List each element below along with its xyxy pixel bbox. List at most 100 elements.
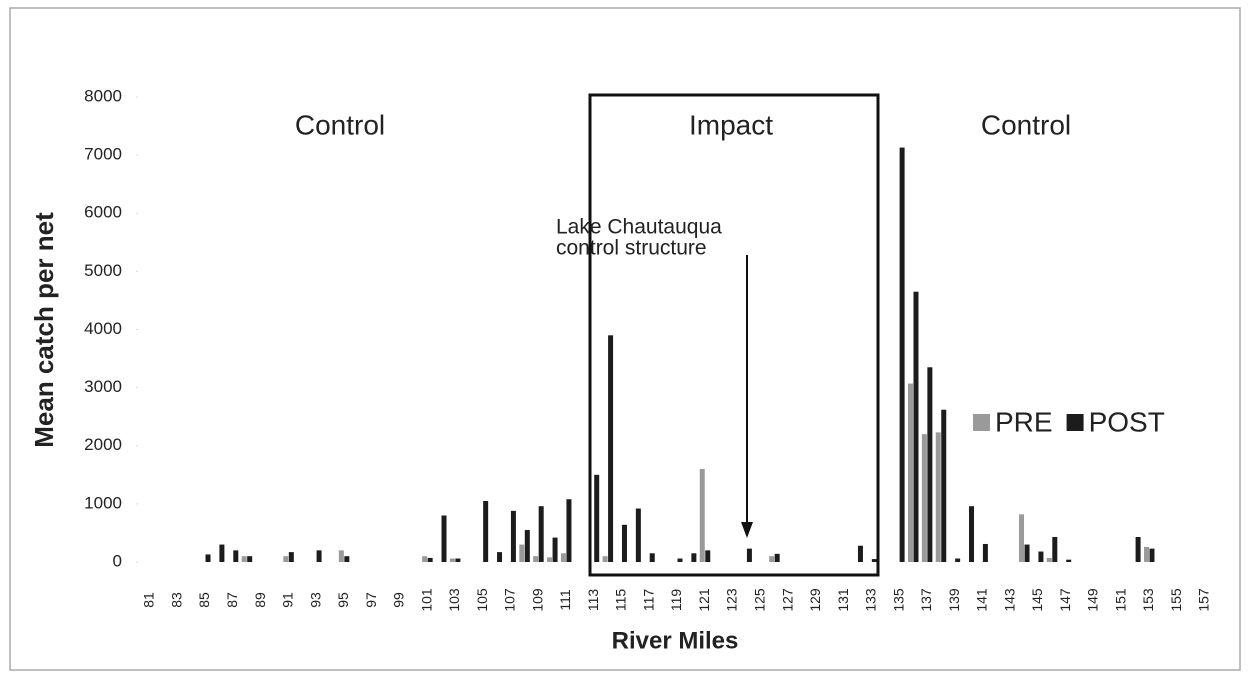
x-tick-label: 127 xyxy=(779,588,795,612)
x-tick-label: 91 xyxy=(280,592,296,608)
bar xyxy=(449,558,455,562)
x-tick-label: 141 xyxy=(974,588,990,612)
bar xyxy=(1135,537,1141,562)
legend-swatch xyxy=(973,414,990,431)
bar xyxy=(538,506,544,562)
bar xyxy=(1149,548,1155,562)
bar xyxy=(1046,557,1052,562)
x-tick-label: 149 xyxy=(1085,588,1101,612)
bar xyxy=(552,537,558,562)
legend-label: PRE xyxy=(995,406,1053,437)
bar xyxy=(219,544,225,562)
bar xyxy=(524,530,530,562)
bar xyxy=(1052,537,1058,562)
x-tick-label: 109 xyxy=(529,588,545,612)
bar xyxy=(441,515,447,562)
bar xyxy=(594,474,600,562)
y-tick-label: 0 xyxy=(113,551,122,570)
x-tick-label: 87 xyxy=(224,592,240,608)
bar xyxy=(205,554,211,562)
bar xyxy=(288,552,294,562)
bar xyxy=(519,544,525,562)
bar xyxy=(927,367,933,562)
legend-label: POST xyxy=(1089,406,1165,437)
bar xyxy=(677,558,683,562)
x-tick-label: 119 xyxy=(668,589,684,612)
bar xyxy=(422,556,428,562)
x-tick-label: 95 xyxy=(335,592,351,608)
x-tick-label: 93 xyxy=(307,592,323,608)
bar xyxy=(982,543,988,562)
x-tick-label: 81 xyxy=(141,592,157,608)
annotation: Lake Chautauqua xyxy=(556,216,722,239)
bar xyxy=(969,506,975,562)
region-label: Impact xyxy=(689,109,773,140)
x-tick-label: 129 xyxy=(807,588,823,612)
x-tick-label: 139 xyxy=(946,588,962,612)
x-tick-label: 155 xyxy=(1168,588,1184,612)
x-tick-label: 107 xyxy=(502,588,518,612)
bar xyxy=(533,556,539,562)
bar xyxy=(497,552,503,562)
bar xyxy=(635,508,641,562)
x-tick-label: 147 xyxy=(1057,588,1073,612)
bar xyxy=(1143,546,1149,562)
chart-frame xyxy=(9,7,1241,671)
bar xyxy=(705,550,711,562)
bar xyxy=(921,434,927,562)
bar xyxy=(560,553,566,562)
x-tick-label: 85 xyxy=(196,592,212,608)
y-tick-label: 3000 xyxy=(84,377,122,396)
bar xyxy=(338,550,344,562)
x-tick-label: 143 xyxy=(1001,588,1017,612)
x-axis-title: River Miles xyxy=(612,627,739,654)
bar xyxy=(955,558,961,562)
x-tick-label: 89 xyxy=(252,592,268,608)
y-tick-label: 4000 xyxy=(84,319,122,338)
x-tick-label: 131 xyxy=(835,588,851,612)
x-tick-label: 113 xyxy=(585,589,601,612)
x-tick-label: 83 xyxy=(168,592,184,608)
x-tick-label: 125 xyxy=(751,588,767,612)
x-tick-label: 153 xyxy=(1140,588,1156,612)
legend-swatch xyxy=(1066,414,1084,431)
x-tick-label: 99 xyxy=(391,592,407,608)
bar xyxy=(1024,544,1030,562)
x-tick-label: 117 xyxy=(640,589,656,612)
bar xyxy=(649,553,655,562)
bar xyxy=(344,556,350,562)
y-tick-label: 7000 xyxy=(84,145,122,164)
y-tick-label: 6000 xyxy=(84,203,122,222)
x-tick-label: 133 xyxy=(863,588,879,612)
x-tick-label: 103 xyxy=(446,588,462,612)
bar xyxy=(907,383,913,562)
bar xyxy=(941,409,947,562)
x-tick-label: 145 xyxy=(1029,588,1045,612)
bar xyxy=(247,556,253,562)
x-tick-label: 111 xyxy=(557,589,573,610)
x-tick-label: 121 xyxy=(696,588,712,612)
bar xyxy=(455,558,461,562)
y-axis-title: Mean catch per net xyxy=(29,212,59,448)
x-tick-label: 101 xyxy=(418,588,434,612)
bar xyxy=(769,556,775,562)
x-tick-label: 157 xyxy=(1196,588,1212,612)
x-tick-label: 97 xyxy=(363,592,379,608)
x-tick-label: 123 xyxy=(724,588,740,612)
bar xyxy=(608,335,614,562)
bar xyxy=(857,545,863,562)
x-tick-label: 137 xyxy=(918,588,934,612)
bar xyxy=(1038,551,1044,562)
annotation: control structure xyxy=(556,237,707,260)
bar xyxy=(547,557,553,562)
region-label: Control xyxy=(295,109,385,140)
bar xyxy=(1019,514,1025,562)
region-label: Control xyxy=(981,109,1071,140)
bar xyxy=(483,500,489,562)
bar xyxy=(774,553,780,562)
annotation-arrowhead xyxy=(741,522,753,538)
bar xyxy=(1066,559,1072,562)
bar xyxy=(427,557,433,562)
